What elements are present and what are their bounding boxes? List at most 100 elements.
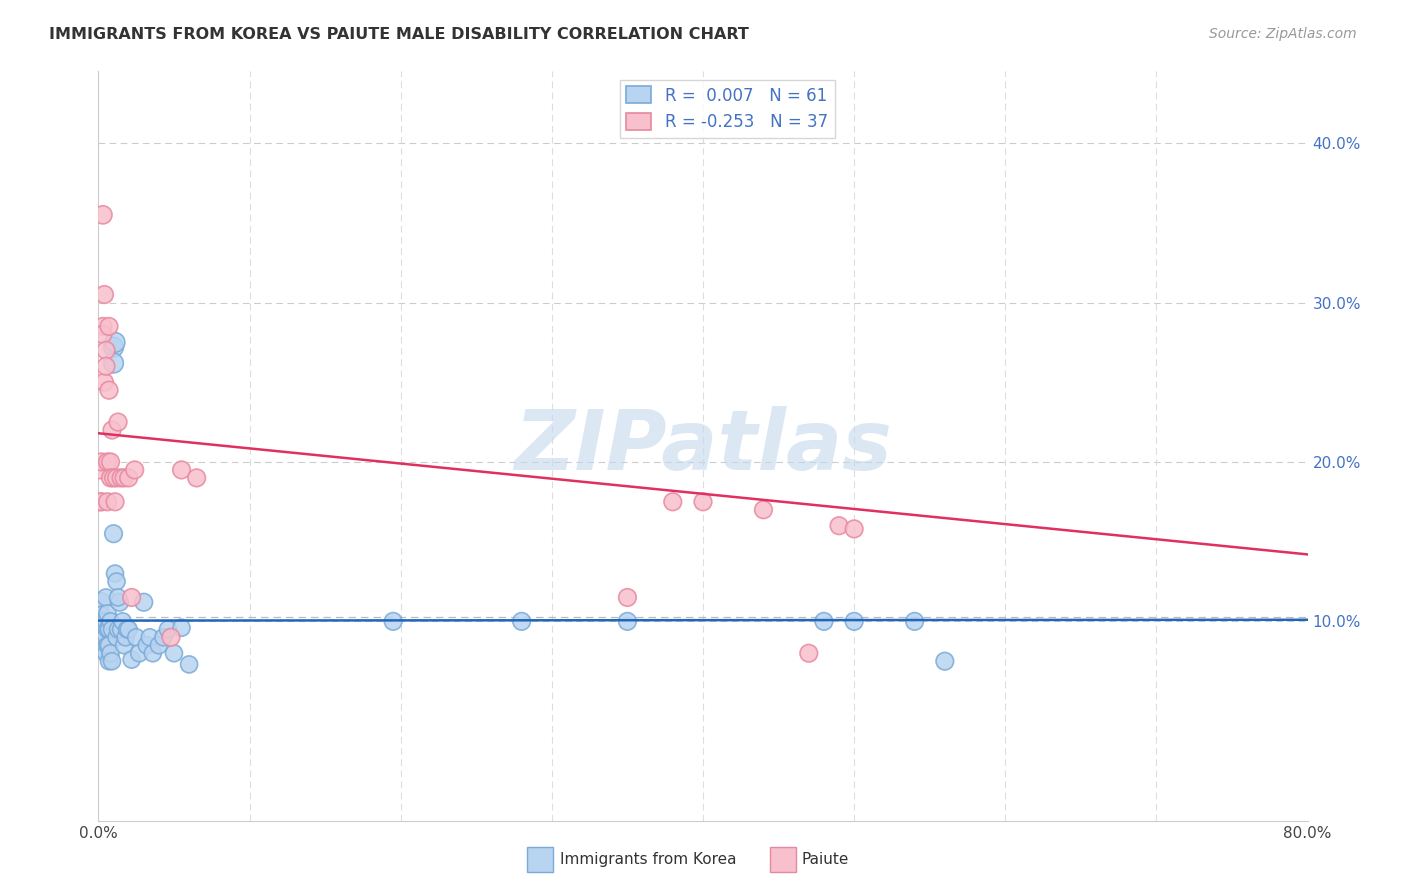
Point xyxy=(108,595,131,609)
Point xyxy=(89,495,111,509)
Point xyxy=(904,615,927,629)
Point xyxy=(103,356,125,370)
Point xyxy=(101,423,124,437)
Point xyxy=(98,638,121,652)
Point xyxy=(616,591,638,605)
Point xyxy=(661,495,683,509)
Point xyxy=(112,471,135,485)
Point xyxy=(101,654,124,668)
Point xyxy=(148,638,170,652)
Point xyxy=(91,319,114,334)
Point xyxy=(125,630,148,644)
Point xyxy=(90,455,112,469)
Point xyxy=(90,495,112,509)
Point xyxy=(616,615,638,629)
Point xyxy=(105,471,128,485)
Point xyxy=(170,621,193,635)
Point xyxy=(90,617,112,632)
Point xyxy=(170,463,193,477)
Point xyxy=(91,208,114,222)
Point xyxy=(96,495,118,509)
Point xyxy=(89,463,111,477)
Point xyxy=(94,629,117,643)
Point xyxy=(135,638,157,652)
Point xyxy=(160,630,183,644)
Point xyxy=(93,287,115,301)
Point xyxy=(100,646,122,660)
Point xyxy=(112,638,135,652)
Point xyxy=(132,595,155,609)
Point xyxy=(797,646,820,660)
Point xyxy=(100,615,122,629)
Legend: R =  0.007   N = 61, R = -0.253   N = 37: R = 0.007 N = 61, R = -0.253 N = 37 xyxy=(620,79,835,137)
Point xyxy=(179,657,201,672)
Point xyxy=(90,607,112,622)
Point xyxy=(692,495,714,509)
Point xyxy=(94,591,117,605)
Point xyxy=(382,615,405,629)
Point xyxy=(91,615,114,629)
Point xyxy=(107,415,129,429)
Point xyxy=(91,638,114,652)
Point xyxy=(93,630,115,644)
Point xyxy=(114,630,136,644)
Point xyxy=(115,623,138,637)
Point xyxy=(103,340,125,354)
Point xyxy=(107,623,129,637)
Point xyxy=(813,615,835,629)
Point xyxy=(103,526,125,541)
Point xyxy=(163,646,186,660)
Point xyxy=(128,646,150,660)
Point xyxy=(186,471,208,485)
Point xyxy=(96,607,118,621)
Point xyxy=(142,646,165,660)
Point xyxy=(118,471,141,485)
Point xyxy=(510,615,533,629)
Point xyxy=(94,646,117,660)
Point xyxy=(828,518,851,533)
Point xyxy=(98,654,121,668)
Point xyxy=(121,591,143,605)
Point xyxy=(98,319,121,334)
Text: IMMIGRANTS FROM KOREA VS PAIUTE MALE DISABILITY CORRELATION CHART: IMMIGRANTS FROM KOREA VS PAIUTE MALE DIS… xyxy=(49,27,749,42)
Point xyxy=(110,623,132,637)
Point xyxy=(96,638,118,652)
Point xyxy=(111,615,134,629)
Point xyxy=(105,630,128,644)
Point xyxy=(124,463,146,477)
Point xyxy=(844,615,866,629)
Point xyxy=(93,615,115,629)
Point xyxy=(89,609,111,624)
Point xyxy=(934,654,956,668)
Point xyxy=(110,471,132,485)
Point xyxy=(104,566,127,581)
Point xyxy=(152,630,174,644)
Point xyxy=(94,359,117,374)
Point xyxy=(105,574,128,589)
Point xyxy=(107,591,129,605)
Point xyxy=(104,495,127,509)
Point xyxy=(96,623,118,637)
Point xyxy=(93,643,115,657)
Point xyxy=(94,343,117,358)
Point xyxy=(139,630,162,644)
Text: Immigrants from Korea: Immigrants from Korea xyxy=(560,853,737,867)
Text: ZIPatlas: ZIPatlas xyxy=(515,406,891,486)
Text: Paiute: Paiute xyxy=(801,853,849,867)
Point xyxy=(844,522,866,536)
Point xyxy=(93,376,115,390)
Point xyxy=(752,502,775,516)
Point xyxy=(89,595,111,609)
Point xyxy=(94,615,117,629)
Text: Source: ZipAtlas.com: Source: ZipAtlas.com xyxy=(1209,27,1357,41)
Point xyxy=(104,335,127,350)
Point xyxy=(121,652,143,666)
Point xyxy=(98,383,121,397)
Point xyxy=(101,623,124,637)
Point xyxy=(100,471,122,485)
Point xyxy=(118,623,141,637)
Point xyxy=(93,623,115,637)
Point xyxy=(156,623,179,637)
Point xyxy=(103,471,125,485)
Point xyxy=(100,455,122,469)
